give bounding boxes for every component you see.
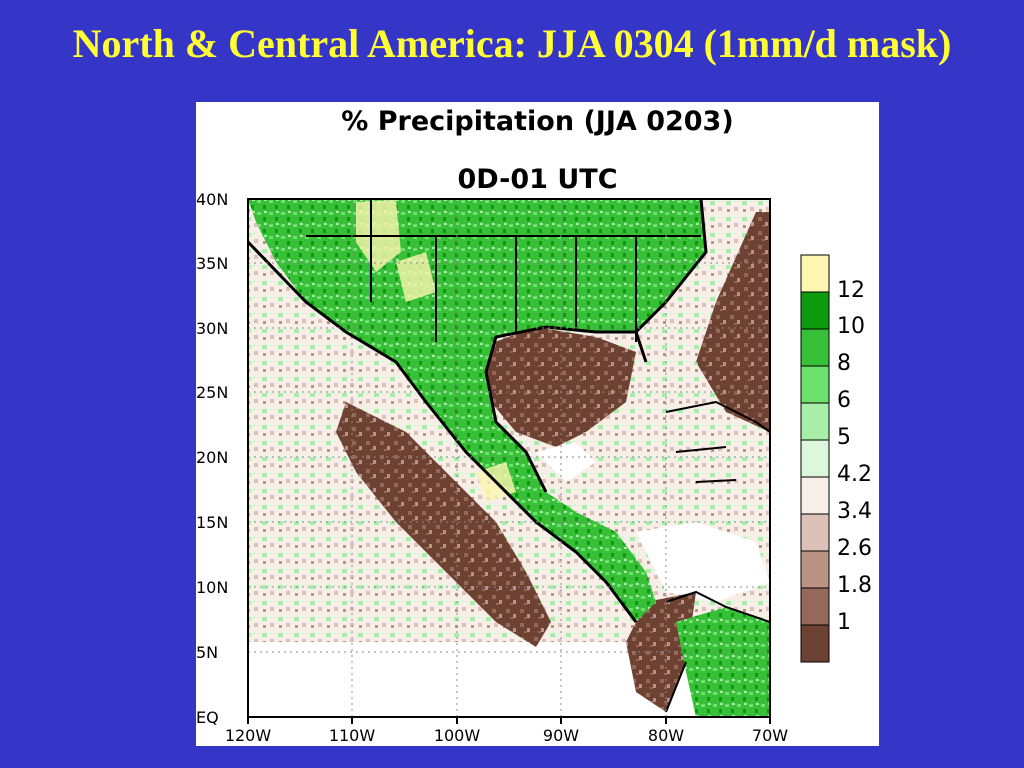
lat-label-5n: 5N xyxy=(196,643,219,662)
map-canvas xyxy=(247,198,830,724)
colorbar-label-5: 5 xyxy=(837,425,851,450)
colorbar-label-3-4: 3.4 xyxy=(837,499,872,524)
pacific-dry-band xyxy=(336,402,551,647)
map-plot-area xyxy=(248,199,770,717)
colorbar-label-10: 10 xyxy=(837,314,865,339)
colorbar-swatch xyxy=(800,476,830,515)
lon-label-80w: 80W xyxy=(647,726,685,745)
gulf-coastline xyxy=(484,325,636,493)
colorbar-swatch xyxy=(800,291,830,330)
precipitation-map-figure: % Precipitation (JJA 0203) 0D-01 UTC xyxy=(196,102,879,746)
colorbar-swatch xyxy=(800,254,830,293)
gulf-dry-area xyxy=(481,327,636,447)
colorbar-swatch xyxy=(800,365,830,404)
axis-ticks xyxy=(247,717,771,724)
lat-lon-gridlines xyxy=(248,199,770,717)
yucatan-white-patch xyxy=(536,442,596,482)
colorbar-swatch xyxy=(800,439,830,478)
colorbar-swatch xyxy=(800,624,830,663)
lat-label-25n: 25N xyxy=(196,383,229,402)
colorbar-label-1: 1 xyxy=(837,610,851,635)
south-america-precip xyxy=(676,607,770,717)
colorbar-label-2-6: 2.6 xyxy=(837,536,872,561)
political-borders xyxy=(306,199,701,342)
lat-label-15n: 15N xyxy=(196,513,229,532)
colorbar-swatch xyxy=(800,513,830,552)
caribbean-white-area xyxy=(636,522,770,602)
lon-label-100w: 100W xyxy=(433,726,481,745)
atlantic-dry-area xyxy=(696,212,770,432)
lon-label-110w: 110W xyxy=(328,726,376,745)
map-subtitle: 0D-01 UTC xyxy=(457,164,618,195)
map-title: % Precipitation (JJA 0203) xyxy=(341,106,734,137)
colorbar-label-12: 12 xyxy=(837,278,865,303)
colorbar-label-6: 6 xyxy=(837,388,851,413)
lon-label-120w: 120W xyxy=(224,726,272,745)
colorbar-swatch xyxy=(800,550,830,589)
colorbar-swatch xyxy=(800,328,830,367)
lat-label-20n: 20N xyxy=(196,448,229,467)
colorbar xyxy=(800,254,830,663)
slide-title: North & Central America: JJA 0304 (1mm/d… xyxy=(72,21,952,66)
colorbar-label-8: 8 xyxy=(837,351,851,376)
colorbar-swatch xyxy=(800,402,830,441)
caribbean-islands-outline xyxy=(665,400,770,483)
lat-label-30n: 30N xyxy=(196,319,229,338)
land-precip-field xyxy=(248,199,706,622)
lat-label-40n: 40N xyxy=(196,190,229,209)
pacific-coastline xyxy=(248,240,638,623)
map-frame xyxy=(247,198,771,718)
colorbar-label-1-8: 1.8 xyxy=(837,573,872,598)
colorbar-label-4-2: 4.2 xyxy=(837,462,872,487)
colorbar-swatch xyxy=(800,587,830,626)
lat-label-10n: 10N xyxy=(196,578,229,597)
lon-label-70w: 70W xyxy=(751,726,789,745)
south-america-coastline xyxy=(665,590,770,713)
lon-label-90w: 90W xyxy=(542,726,580,745)
lat-label-eq: EQ xyxy=(196,708,219,727)
high-precip-patch-2 xyxy=(396,252,436,302)
lat-label-35n: 35N xyxy=(196,254,229,273)
